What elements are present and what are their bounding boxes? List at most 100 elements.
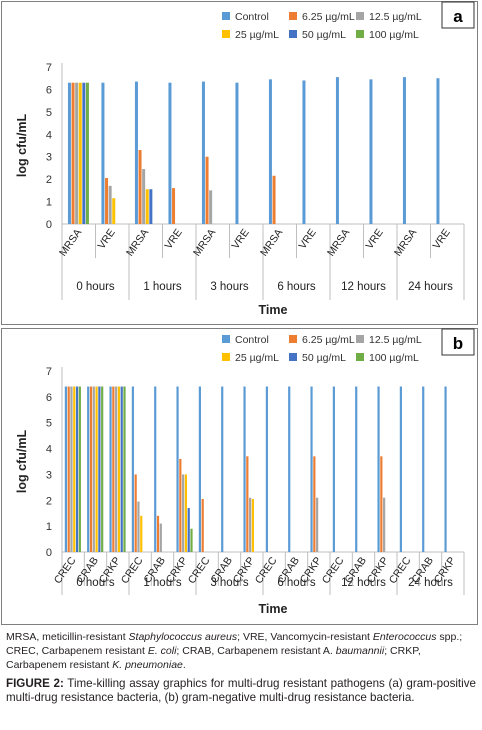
bar [332,386,335,552]
bar [402,77,406,224]
panel-letter: b [453,334,463,353]
group-label: 0 hours [76,281,115,293]
bar [243,386,246,552]
bar [115,386,118,552]
legend-label: 100 µg/mL [369,29,419,41]
bar [140,515,143,552]
bar [205,156,209,224]
bar [134,81,138,224]
group-label: 0 hours [76,577,115,589]
footnote-part: spp.; CREC, Carbapenem resistant [6,631,463,657]
bar [182,474,185,552]
figure-label: FIGURE 2: [6,677,64,690]
bar [288,386,291,552]
bar [89,386,93,552]
legend-swatch [289,335,297,343]
legend-label: 6.25 µg/mL [302,334,355,346]
group-label: 3 hours [210,281,249,293]
bar [316,497,319,552]
figure-caption: FIGURE 2: Time-killing assay graphics fo… [6,677,476,705]
bar [201,498,204,552]
y-tick-label: 1 [46,521,52,533]
footnote-part: Staphylococcus aureus [128,631,238,643]
bar [87,386,90,552]
y-tick-label: 2 [46,495,52,507]
bar [73,386,76,552]
bar [138,149,142,224]
legend-label: 12.5 µg/mL [369,11,422,23]
bar [209,190,213,224]
legend-swatch [289,353,297,361]
y-tick-label: 0 [46,219,52,231]
legend-label: 100 µg/mL [369,352,419,364]
bar [399,386,402,552]
legend-swatch [222,353,230,361]
figure-caption-text: Time-killing assay graphics for multi-dr… [6,677,476,704]
bar [369,79,373,224]
y-tick-label: 6 [46,392,52,404]
bar [246,456,249,552]
bar [184,474,188,552]
legend-swatch [356,353,364,361]
bar [187,508,190,552]
bar [120,386,123,552]
bar [383,497,386,552]
bar [134,474,137,552]
footnote-part: . [182,659,186,671]
bar [142,169,146,224]
bar [201,81,205,224]
bar [377,386,380,552]
bar [98,386,101,552]
legend-label: 25 µg/mL [235,29,279,41]
legend-swatch [356,12,364,20]
bar [235,82,239,224]
bar [123,386,126,552]
bar [265,386,268,552]
legend-label: 6.25 µg/mL [302,11,355,23]
bar [436,78,440,224]
bar [251,498,255,552]
legend-swatch [356,335,364,343]
bar [71,82,75,224]
bar [78,386,81,552]
legend-label: Control [235,334,269,346]
bar [154,386,157,552]
y-tick-label: 1 [46,197,52,209]
legend-swatch [222,30,230,38]
bar [105,178,109,224]
x-axis-title: Time [259,303,288,317]
bar [268,79,272,224]
chart-panel-b: b Control 6.25 µg/mL 12.5 µg/mL 25 µg/mL 50 µ… [1,328,478,625]
bar [70,386,73,552]
bar [108,185,112,224]
bar [380,456,383,552]
bar [272,175,276,224]
footnote-part: ; CRAB, Carbapenem resistant A. [176,645,336,657]
footnote-part: ; VRE, Vancomycin-resistant [237,631,373,643]
group-label: 1 hours [143,281,182,293]
y-tick-label: 2 [46,174,52,186]
bar [67,386,70,552]
bar [95,386,98,552]
footnote-part: E. coli [147,645,177,657]
bar [313,456,316,552]
legend-label: 50 µg/mL [302,29,346,41]
bar [168,82,172,224]
bar [67,82,71,224]
legend-swatch [222,335,230,343]
bar [64,386,67,552]
bar [101,82,105,224]
y-tick-label: 7 [46,62,52,74]
y-axis-title: log cfu/mL [15,430,29,494]
bar [249,497,252,552]
bar [101,386,104,552]
bar [149,189,153,224]
bar [172,188,176,224]
bar [444,386,447,552]
legend-swatch [289,12,297,20]
bar [156,515,160,552]
footnote-part: ; CRKP, Carbapenem resistant [6,645,421,671]
group-label: 6 hours [277,577,316,589]
bar [159,523,162,552]
y-tick-label: 4 [46,444,52,456]
